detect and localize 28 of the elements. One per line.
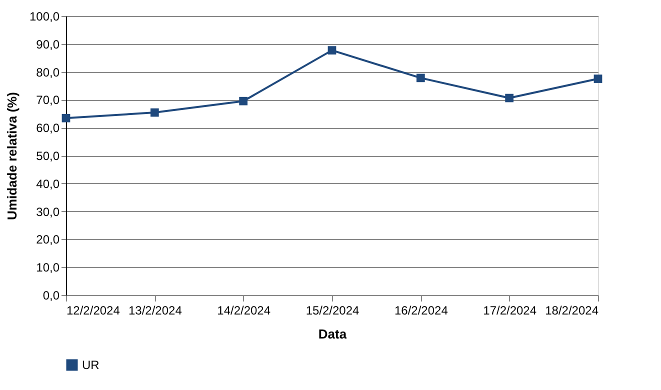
y-tick-label: 80,0 bbox=[36, 65, 60, 80]
y-axis-title: Umidade relativa (%) bbox=[4, 92, 20, 220]
x-tick-label: 18/2/2024 bbox=[545, 304, 599, 318]
point bbox=[505, 94, 514, 102]
x-tick-label: 12/2/2024 bbox=[66, 304, 120, 318]
x-tick-label: 13/2/2024 bbox=[128, 304, 182, 318]
x-tick-label: 16/2/2024 bbox=[394, 304, 448, 318]
y-tick-label: 50,0 bbox=[36, 149, 60, 163]
point bbox=[328, 46, 336, 54]
x-axis-title: Data bbox=[318, 326, 348, 342]
point bbox=[239, 96, 248, 106]
y-tick-label: 100,0 bbox=[29, 10, 60, 24]
point bbox=[150, 108, 159, 117]
y-tick-label: 70,0 bbox=[36, 93, 60, 108]
y-tick-label: 90,0 bbox=[36, 37, 60, 52]
legend-label: UR bbox=[82, 358, 100, 372]
y-tick-label: 60,0 bbox=[36, 121, 60, 136]
y-tick-label: 40,0 bbox=[36, 176, 60, 191]
point bbox=[62, 114, 70, 122]
y-tick-label: 10,0 bbox=[36, 260, 60, 275]
x-tick-label: 17/2/2024 bbox=[483, 304, 537, 318]
x-tick-label: 15/2/2024 bbox=[306, 304, 360, 318]
x-tick-label: 14/2/2024 bbox=[217, 304, 271, 318]
point bbox=[594, 74, 602, 83]
point bbox=[416, 74, 425, 82]
y-tick-label: 30,0 bbox=[36, 204, 60, 219]
y-tick-label: 0,0 bbox=[42, 288, 60, 302]
y-tick-label: 20,0 bbox=[36, 232, 60, 247]
